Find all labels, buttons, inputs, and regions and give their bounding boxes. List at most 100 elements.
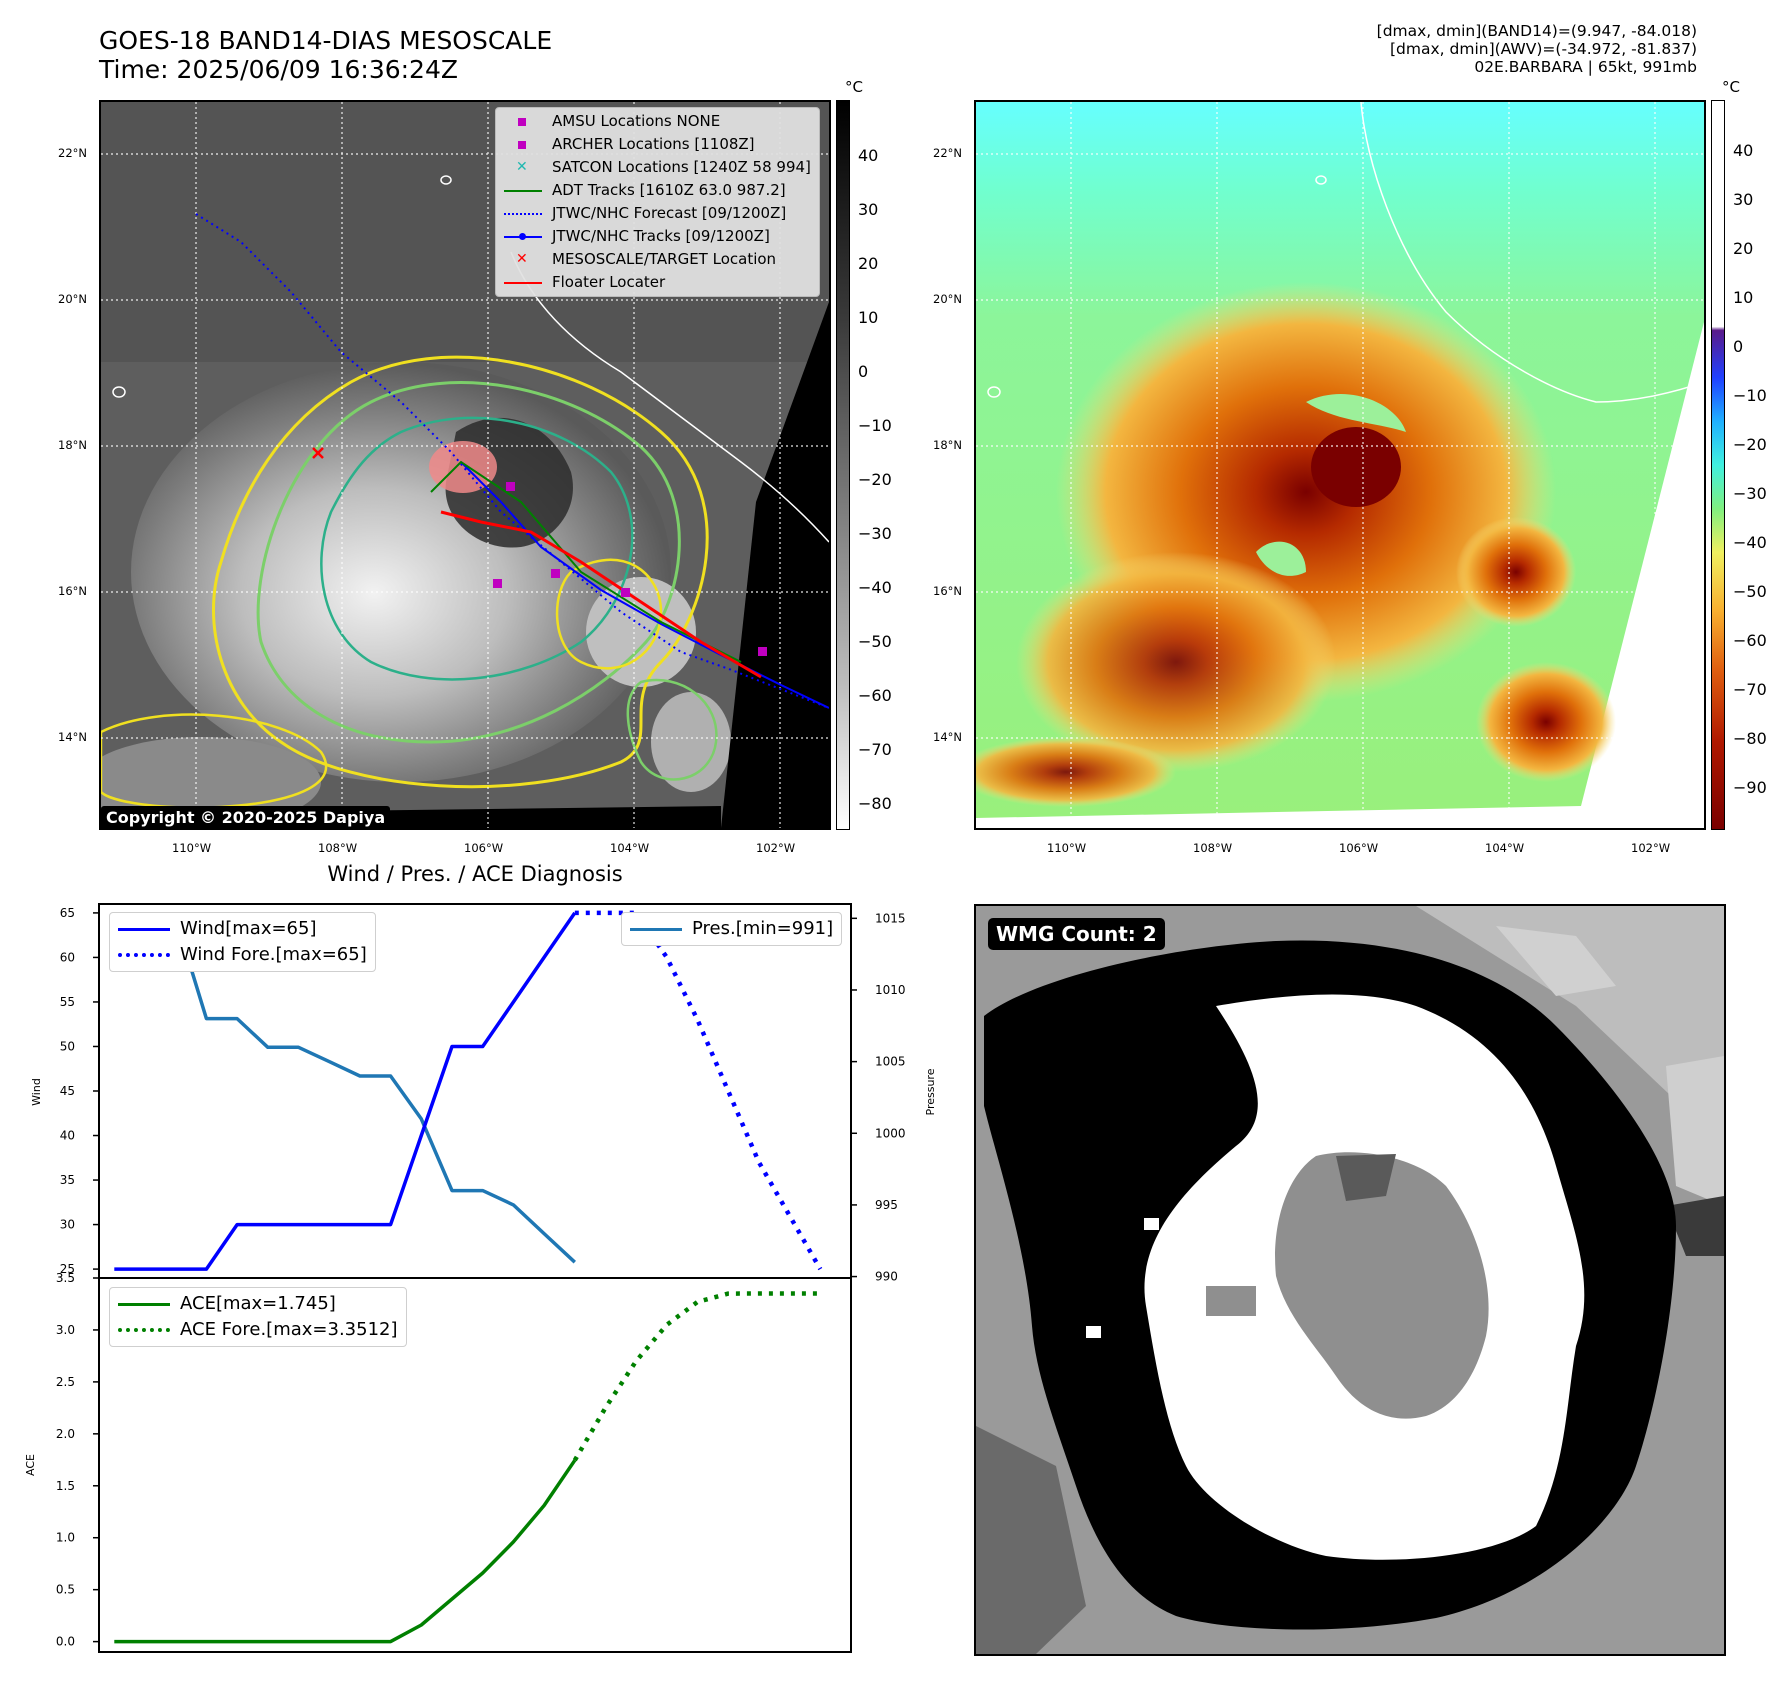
colorbar-tick: 20: [1733, 239, 1754, 258]
legend-label: ARCHER Locations [1108Z]: [552, 135, 755, 153]
lon-label: 108°W: [318, 841, 358, 855]
line-swatch-icon: [118, 919, 170, 939]
lat-label: 16°N: [933, 584, 962, 598]
wind-tick-label: 50: [60, 1039, 75, 1053]
colorbar-tick: −10: [858, 416, 892, 435]
legend-label: Wind Fore.[max=65]: [180, 944, 367, 965]
legend-item-ace-forecast: ACE Fore.[max=3.3512]: [118, 1317, 398, 1343]
line-swatch-icon: [118, 1294, 170, 1314]
info-line-3: 02E.BARBARA | 65kt, 991mb: [1474, 58, 1697, 76]
ace-tick-label: 0.5: [56, 1583, 75, 1597]
map-legend: AMSU Locations NONE ARCHER Locations [11…: [495, 107, 820, 297]
legend-label: Floater Locater: [552, 273, 666, 291]
lon-label: 102°W: [756, 841, 796, 855]
square-marker-icon: [502, 134, 544, 156]
x-marker-icon: ✕: [516, 250, 528, 267]
lat-label: 22°N: [933, 146, 962, 160]
colorbar-tick: −70: [1733, 680, 1767, 699]
lat-label: 20°N: [58, 292, 87, 306]
ace-tick-label: 0.0: [56, 1635, 75, 1649]
legend-label: AMSU Locations NONE: [552, 112, 721, 130]
lat-label: 18°N: [933, 438, 962, 452]
pressure-axis-label: Pressure: [924, 1068, 937, 1115]
ace-tick-label: 1.5: [56, 1479, 75, 1493]
colorbar-tick: −40: [1733, 533, 1767, 552]
colorbar-tick: 0: [858, 362, 869, 381]
pressure-tick-label: 990: [875, 1270, 898, 1284]
colorbar-tick: −30: [858, 524, 892, 543]
wind-legend: Wind[max=65] Wind Fore.[max=65]: [109, 912, 376, 972]
legend-item-tracks: JTWC/NHC Tracks [09/1200Z]: [502, 225, 811, 248]
lon-label: 106°W: [1339, 841, 1379, 855]
dotted-line-swatch-icon: [502, 203, 544, 225]
legend-item-floater: Floater Locater: [502, 271, 811, 294]
lon-label: 102°W: [1631, 841, 1671, 855]
legend-label: ACE[max=1.745]: [180, 1293, 336, 1314]
colorbar-tick: 0: [1733, 337, 1744, 356]
awv-colorbar-unit: °C: [1722, 78, 1740, 96]
square-marker-icon: [502, 111, 544, 133]
colorbar-tick: −20: [1733, 435, 1767, 454]
storm-info: [dmax, dmin](BAND14)=(9.947, -84.018) [d…: [997, 22, 1697, 76]
legend-item-amsu: AMSU Locations NONE: [502, 110, 811, 133]
ace-tick-label: 1.0: [56, 1531, 75, 1545]
wind-tick-label: 35: [60, 1173, 75, 1187]
colorbar-tick: −80: [1733, 729, 1767, 748]
pressure-legend: Pres.[min=991]: [621, 912, 843, 946]
wmg-count-badge: WMG Count: 2: [988, 918, 1165, 950]
ace-axes-frame: [98, 1277, 852, 1653]
wind-tick-label: 65: [60, 906, 75, 920]
colorbar-tick: 40: [858, 146, 879, 165]
colorbar-tick: −90: [1733, 778, 1767, 797]
ir-colorbar: [836, 100, 850, 830]
pressure-tick-label: 1015: [875, 911, 906, 925]
legend-item-wind-forecast: Wind Fore.[max=65]: [118, 942, 367, 968]
legend-item-wind: Wind[max=65]: [118, 916, 367, 942]
dotted-line-swatch-icon: [118, 945, 170, 965]
diagnosis-chart: Wind Pressure ACE 25 30 35 40 45 50 55 60 65 990…: [24, 903, 937, 1653]
lat-label: 20°N: [933, 292, 962, 306]
colorbar-tick: −20: [858, 470, 892, 489]
wind-tick-label: 30: [60, 1218, 75, 1232]
pressure-tick-label: 1005: [875, 1055, 906, 1069]
ace-line: [114, 1459, 577, 1644]
legend-item-archer: ARCHER Locations [1108Z]: [502, 133, 811, 156]
colorbar-tick: −50: [1733, 582, 1767, 601]
ace-forecast-line: [572, 1291, 821, 1462]
legend-label: JTWC/NHC Forecast [09/1200Z]: [552, 204, 787, 222]
awv-map-panel: [974, 100, 1706, 830]
awv-map-image: [976, 102, 1704, 828]
diagnosis-title: Wind / Pres. / ACE Diagnosis: [327, 862, 623, 886]
colorbar-tick: 10: [1733, 288, 1754, 307]
awv-colorbar: [1711, 100, 1725, 830]
lon-label: 110°W: [172, 841, 212, 855]
wind-axis-label: Wind: [30, 1078, 43, 1106]
wind-tick-label: 45: [60, 1084, 75, 1098]
wind-line: [114, 911, 577, 1271]
wmg-image: [976, 906, 1724, 1654]
line-swatch-icon: [630, 919, 682, 939]
lon-label: 104°W: [610, 841, 650, 855]
colorbar-tick: 40: [1733, 141, 1754, 160]
pressure-tick-label: 1000: [875, 1126, 906, 1140]
line-swatch-icon: [502, 272, 544, 294]
ace-legend: ACE[max=1.745] ACE Fore.[max=3.3512]: [109, 1287, 407, 1347]
colorbar-tick: 20: [858, 254, 879, 273]
wind-tick-label: 55: [60, 995, 75, 1009]
chart-title: GOES-18 BAND14-DIAS MESOSCALE Time: 2025…: [99, 26, 552, 84]
ace-axis-label: ACE: [24, 1454, 37, 1476]
lat-label: 14°N: [58, 730, 87, 744]
legend-item-target: ✕ MESOSCALE/TARGET Location: [502, 248, 811, 271]
colorbar-tick: −40: [858, 578, 892, 597]
ir-colorbar-unit: °C: [845, 78, 863, 96]
legend-label: SATCON Locations [1240Z 58 994]: [552, 158, 811, 176]
colorbar-tick: −70: [858, 740, 892, 759]
legend-label: Wind[max=65]: [180, 918, 317, 939]
colorbar-tick: −50: [858, 632, 892, 651]
wind-forecast-line: [574, 910, 823, 1271]
lat-label: 18°N: [58, 438, 87, 452]
ace-tick-label: 2.0: [56, 1427, 75, 1441]
colorbar-tick: −60: [858, 686, 892, 705]
lat-label: 16°N: [58, 584, 87, 598]
pressure-tick-label: 1010: [875, 983, 906, 997]
